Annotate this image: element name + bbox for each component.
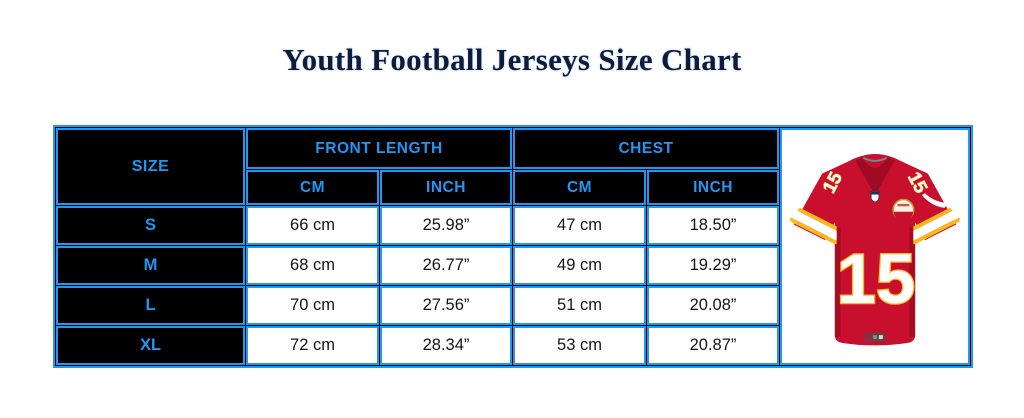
header-front-length-inch: INCH	[380, 170, 512, 205]
size-chart-table: SIZE FRONT LENGTH CHEST	[53, 125, 974, 368]
header-row-units: CM INCH CM INCH	[56, 170, 970, 205]
header-front-length: FRONT LENGTH	[246, 128, 512, 169]
chest-cm-value: 49 cm	[513, 246, 646, 285]
front-length-inch-value: 27.56”	[380, 286, 512, 325]
jersey-graphic: 15 15 15	[789, 153, 961, 345]
front-length-inch-value: 26.77”	[380, 246, 512, 285]
front-length-inch-value: 28.34”	[380, 326, 512, 365]
nike-swoosh-icon	[922, 192, 949, 208]
nfl-shield-icon	[870, 190, 880, 202]
page-title: Youth Football Jerseys Size Chart	[282, 42, 742, 77]
front-length-cm-value: 70 cm	[246, 286, 379, 325]
jersey-side-panel-right	[909, 226, 916, 337]
table-row-m: M 68 cm 26.77” 49 cm 19.29”	[56, 246, 970, 285]
header-row-groups: SIZE FRONT LENGTH CHEST	[56, 128, 971, 365]
size-label: M	[56, 246, 245, 285]
header-chest: CHEST	[513, 128, 780, 169]
jersey-image: 15 15 15	[780, 128, 971, 365]
chest-inch-value: 19.29”	[647, 246, 780, 285]
team-patch-icon	[892, 198, 915, 221]
header-size: SIZE	[56, 128, 245, 205]
chest-cm-value: 47 cm	[513, 206, 646, 245]
chest-cm-value: 53 cm	[513, 326, 646, 365]
header-chest-inch: INCH	[647, 170, 780, 205]
front-length-cm-value: 66 cm	[246, 206, 379, 245]
size-label: L	[56, 286, 245, 325]
chest-inch-value: 20.87”	[647, 326, 780, 365]
table-row-l: L 70 cm 27.56” 51 cm 20.08”	[56, 286, 970, 325]
chest-inch-value: 18.50”	[647, 206, 780, 245]
table-row-xl: XL 72 cm 28.34” 53 cm 20.87”	[56, 326, 970, 365]
front-length-cm-value: 68 cm	[246, 246, 379, 285]
header-front-length-cm: CM	[246, 170, 379, 205]
jersey-body	[793, 153, 957, 345]
table-row-s: S 66 cm 25.98” 47 cm 18.50”	[56, 206, 970, 245]
jersey-number: 15	[837, 238, 915, 317]
size-label: XL	[56, 326, 245, 365]
chest-inch-value: 20.08”	[647, 286, 780, 325]
jersey-collar	[855, 156, 895, 195]
jersey-collar-trim-icon	[862, 156, 888, 162]
size-label: S	[56, 206, 245, 245]
jersey-side-panel-left	[834, 226, 841, 337]
jersey-hem-tag	[865, 332, 885, 341]
chest-cm-value: 51 cm	[513, 286, 646, 325]
front-length-inch-value: 25.98”	[380, 206, 512, 245]
front-length-cm-value: 72 cm	[246, 326, 379, 365]
header-chest-cm: CM	[513, 170, 646, 205]
size-chart-container: SIZE FRONT LENGTH CHEST	[53, 125, 974, 368]
